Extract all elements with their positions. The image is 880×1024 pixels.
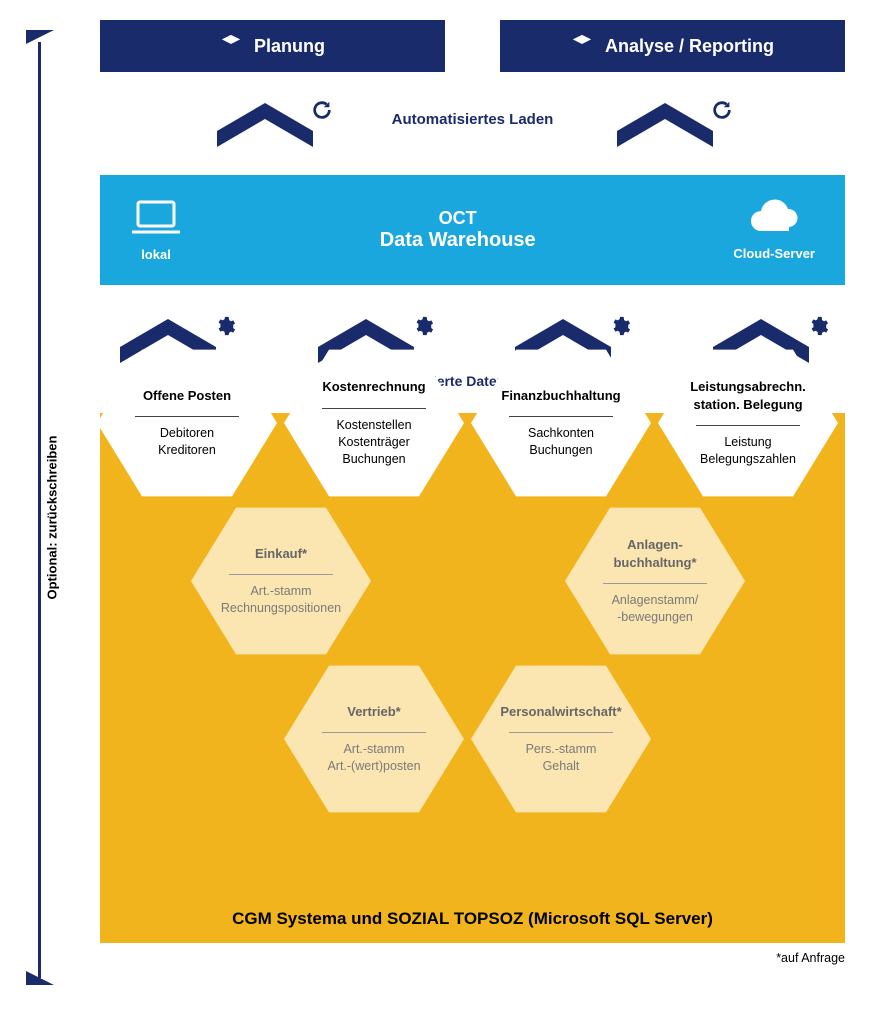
dw-title-line2: Data Warehouse	[182, 229, 733, 252]
hex-offene-posten: Offene Posten DebitorenKreditoren	[97, 345, 277, 501]
hex-title: Vertrieb*	[333, 703, 414, 721]
layers-icon	[220, 33, 242, 60]
top-bars: Planung Analyse / Reporting	[100, 20, 845, 72]
bracket-line	[38, 42, 41, 978]
hex-divider	[509, 416, 613, 417]
chevron-up-icon	[617, 97, 713, 147]
hex-vertrieb-: Vertrieb* Art.-stammArt.-(wert)posten	[284, 661, 464, 817]
bracket-label: Optional: zurückschreiben	[44, 436, 59, 600]
hex-personalwirtschaft-: Personalwirtschaft* Pers.-stammGehalt	[471, 661, 651, 817]
bracket-arrow-top	[26, 20, 56, 51]
gear-icon	[412, 315, 434, 337]
hex-body: Art.-stammRechnungspositionen	[205, 583, 357, 617]
bracket-arrow-bottom	[26, 969, 56, 1000]
topbar-analyse: Analyse / Reporting	[500, 20, 845, 72]
hex-body: DebitorenKreditoren	[142, 425, 232, 459]
footnote: *auf Anfrage	[776, 951, 845, 965]
hex-finanzbuchhaltung: Finanzbuchhaltung SachkontenBuchungen	[471, 345, 651, 501]
hex-divider	[229, 574, 333, 575]
hex-divider	[603, 583, 707, 584]
dw-right-label: Cloud-Server	[733, 246, 815, 261]
refresh-icon	[311, 99, 333, 121]
hex-divider	[135, 416, 239, 417]
gear-icon	[807, 315, 829, 337]
hex-anlagen-buchhaltung-: Anlagen-buchhaltung* Anlagenstamm/-bewegu…	[565, 503, 745, 659]
dw-title: OCT Data Warehouse	[182, 208, 733, 252]
refresh-icon	[711, 99, 733, 121]
hex-title: Kostenrechnung	[308, 378, 439, 396]
diagram-main: Planung Analyse / Reporting	[100, 20, 845, 943]
hex-body: SachkontenBuchungen	[512, 425, 610, 459]
gear-icon	[214, 315, 236, 337]
cloud-icon	[747, 199, 801, 240]
topbar-label: Planung	[254, 36, 325, 57]
hex-title: Offene Posten	[129, 387, 245, 405]
hex-body: Pers.-stammGehalt	[510, 741, 613, 775]
chevron-load-left	[217, 97, 329, 147]
hex-divider	[322, 732, 426, 733]
laptop-icon	[130, 198, 182, 241]
source-caption: CGM Systema und SOZIAL TOPSOZ (Microsoft…	[100, 909, 845, 929]
writeback-bracket: Optional: zurückschreiben	[28, 20, 82, 1000]
dw-right: Cloud-Server	[733, 199, 815, 261]
dw-title-line1: OCT	[182, 208, 733, 229]
hex-title: Finanzbuchhaltung	[487, 387, 634, 405]
hex-grid: Offene PostenDebitorenKreditorenKostenre…	[100, 413, 845, 943]
hex-divider	[509, 732, 613, 733]
hex-title: Einkauf*	[241, 545, 321, 563]
hex-title: Personalwirtschaft*	[486, 703, 635, 721]
hex-body: KostenstellenKostenträgerBuchungen	[320, 417, 427, 468]
source-systems-area: Offene PostenDebitorenKreditorenKostenre…	[100, 413, 845, 943]
hex-body: Anlagenstamm/-bewegungen	[596, 592, 715, 626]
hex-einkauf-: Einkauf* Art.-stammRechnungspositionen	[191, 503, 371, 659]
gear-icon	[609, 315, 631, 337]
row-chevrons-loading: Automatisiertes Laden	[100, 97, 845, 147]
dw-left-label: lokal	[141, 247, 171, 262]
dw-left: lokal	[130, 198, 182, 262]
data-warehouse-bar: lokal OCT Data Warehouse Cloud-Server	[100, 175, 845, 285]
topbar-planung: Planung	[100, 20, 445, 72]
hex-divider	[322, 408, 426, 409]
hex-divider	[696, 425, 800, 426]
layers-icon	[571, 33, 593, 60]
hex-title: Leistungsabrechn. station. Belegung	[658, 378, 838, 413]
topbar-label: Analyse / Reporting	[605, 36, 774, 57]
hex-kostenrechnung: Kostenrechnung KostenstellenKostenträgerB…	[284, 345, 464, 501]
chevron-up-icon	[217, 97, 313, 147]
hex-body: Art.-stammArt.-(wert)posten	[311, 741, 436, 775]
hex-title: Anlagen-buchhaltung*	[599, 536, 710, 571]
hex-leistungsabrechn-station-belegung: Leistungsabrechn. station. Belegung Leist…	[658, 345, 838, 501]
hex-body: LeistungBelegungszahlen	[684, 434, 812, 468]
chevron-load-right	[617, 97, 729, 147]
